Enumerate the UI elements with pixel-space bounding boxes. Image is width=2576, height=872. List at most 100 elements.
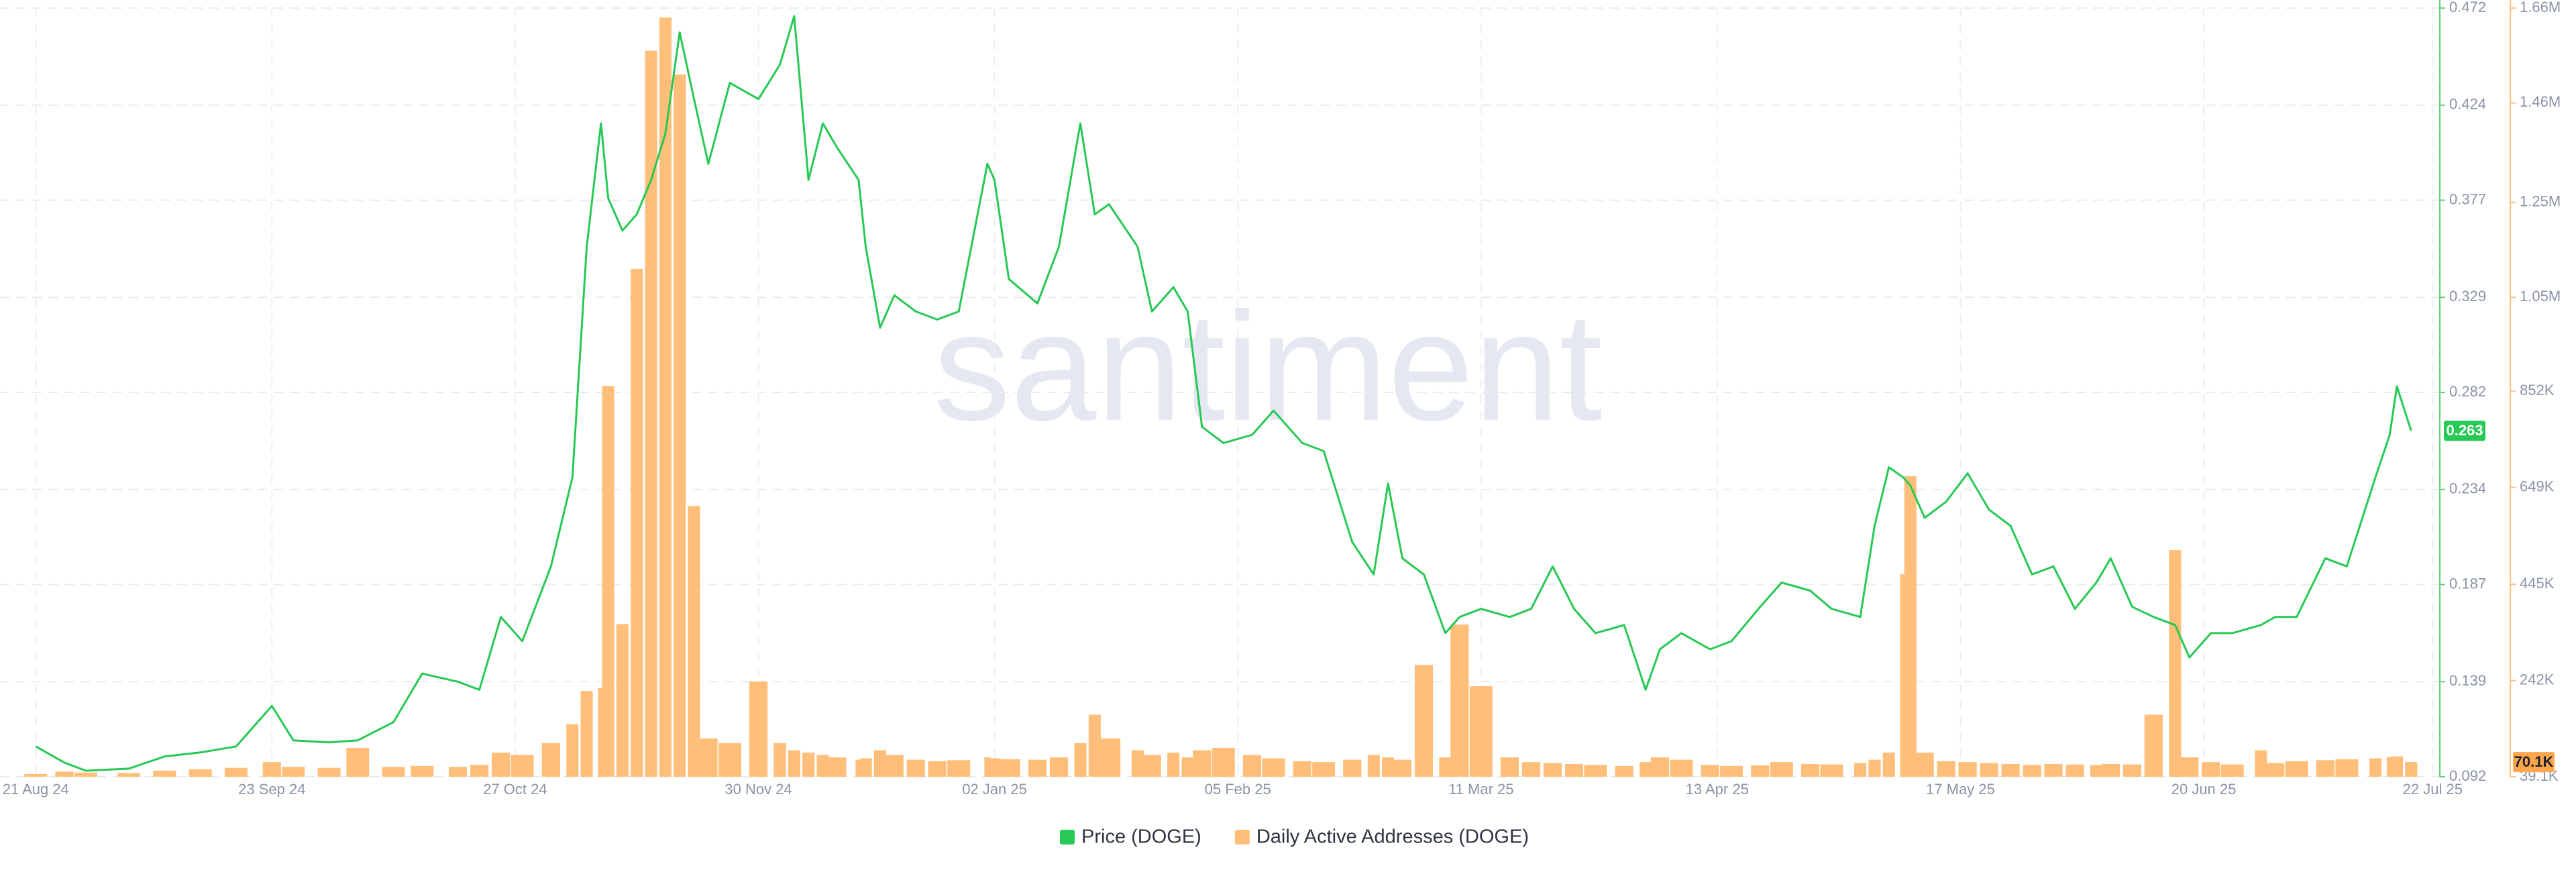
y-tick-label: 0.329 [2449, 288, 2486, 305]
x-tick-label: 17 May 25 [1926, 781, 1995, 798]
bar [566, 724, 579, 777]
bar [262, 762, 281, 777]
bar [1980, 763, 1998, 777]
bar [859, 758, 872, 777]
x-tick-label: 23 Sep 24 [238, 781, 305, 798]
bar [2123, 764, 2141, 777]
bar [598, 688, 604, 777]
bar [1212, 747, 1235, 777]
last-value-label: 70.1K [2514, 753, 2554, 770]
bar [885, 755, 904, 777]
bar [1450, 624, 1469, 777]
y-tick-label: 0.092 [2449, 767, 2486, 784]
bar [1937, 761, 1955, 777]
bar [1181, 757, 1194, 777]
bar [855, 759, 862, 777]
bar [1469, 686, 1493, 777]
y2-tick-label: 1.05M [2520, 288, 2561, 305]
bar [674, 74, 686, 777]
bar [1074, 743, 1087, 777]
bar [2316, 760, 2334, 777]
bar [828, 757, 847, 777]
bar [2065, 764, 2084, 777]
y2-tick-label: 242K [2520, 671, 2555, 688]
bar [470, 765, 489, 777]
bar [1915, 753, 1934, 777]
x-tick-label: 22 Jul 25 [2403, 781, 2463, 798]
bar [282, 767, 305, 777]
bar [1900, 574, 1907, 777]
bar [491, 753, 511, 777]
bar [2202, 762, 2220, 777]
bar [449, 767, 468, 777]
bar [1414, 665, 1434, 777]
y2-tick-label: 649K [2520, 478, 2555, 495]
watermark: santiment [933, 280, 1602, 453]
bar [802, 753, 815, 777]
bar [1882, 753, 1895, 777]
bar [984, 757, 991, 777]
bar [1640, 762, 1652, 777]
bar [2390, 756, 2404, 777]
bar [2266, 763, 2285, 777]
bar [189, 769, 212, 777]
bar [1521, 762, 1541, 777]
bar [55, 771, 74, 777]
x-tick-label: 05 Feb 25 [1205, 781, 1271, 798]
bar [2335, 759, 2359, 777]
bar [1439, 757, 1452, 777]
bar [1262, 758, 1285, 777]
bar [2023, 765, 2041, 777]
bar [1097, 738, 1121, 777]
bar [1028, 759, 1047, 777]
bar [2101, 763, 2120, 777]
bar [1367, 755, 1380, 777]
y2-tick-label: 445K [2520, 575, 2555, 592]
bar [997, 759, 1020, 777]
bar [645, 50, 657, 777]
bar [382, 767, 405, 777]
bar [2001, 763, 2020, 777]
bar [411, 765, 434, 777]
y-tick-label: 0.187 [2449, 575, 2486, 592]
y-tick-label: 0.472 [2449, 0, 2486, 15]
y2-tick-label: 1.66M [2520, 0, 2561, 15]
legend-label: Daily Active Addresses (DOGE) [1256, 826, 1529, 848]
y-tick-label: 0.234 [2449, 480, 2486, 497]
legend-swatch [1234, 830, 1250, 844]
bar [1293, 761, 1311, 777]
bar [1820, 764, 1843, 777]
bar [1615, 765, 1633, 777]
bar [2285, 761, 2308, 777]
bar [24, 773, 48, 777]
bar [2369, 758, 2382, 777]
bar-series [24, 17, 2418, 777]
bar [1958, 762, 1977, 777]
bar [1131, 750, 1144, 777]
x-tick-label: 30 Nov 24 [724, 781, 792, 798]
bar [1868, 759, 1881, 777]
x-tick-label: 11 Mar 25 [1448, 781, 1513, 798]
bar [74, 772, 97, 777]
legend: Price (DOGE) Daily Active Addresses (DOGE… [1060, 826, 1529, 848]
bar [749, 681, 768, 777]
x-tick-label: 13 Apr 25 [1686, 781, 1749, 798]
x-tick-label: 27 Oct 24 [483, 781, 547, 798]
bar [1770, 762, 1793, 777]
bar [659, 17, 672, 777]
bar [2090, 765, 2103, 777]
bar [1854, 763, 1867, 777]
bar [153, 770, 176, 777]
bar [2169, 550, 2182, 777]
bar [2180, 757, 2199, 777]
bar [2144, 714, 2163, 777]
last-value-label: 0.263 [2446, 422, 2483, 439]
legend-swatch [1060, 830, 1075, 844]
bar [1312, 762, 1336, 777]
bar [928, 761, 947, 777]
bar [2405, 762, 2418, 777]
bar [346, 747, 370, 777]
bar [773, 743, 786, 777]
